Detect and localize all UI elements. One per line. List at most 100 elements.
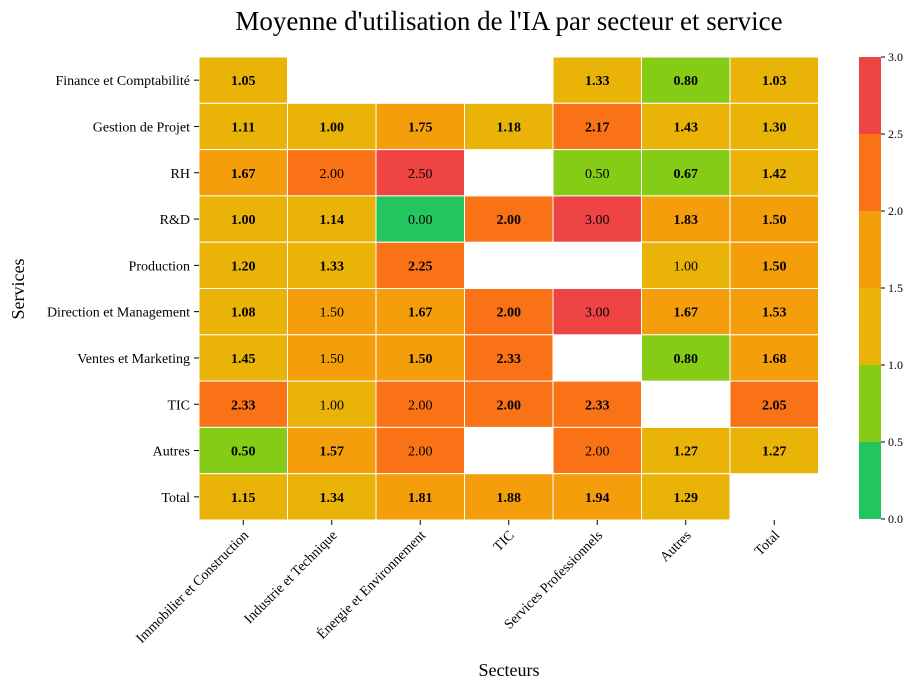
heatmap-cell — [464, 195, 554, 243]
heatmap-cell — [641, 241, 731, 289]
cell-value-label: 1.50 — [320, 352, 345, 367]
heatmap-cell — [641, 426, 731, 475]
cell-value-label: 1.75 — [408, 120, 433, 135]
heatmap-cell — [552, 473, 642, 521]
heatmap-cell — [729, 102, 819, 151]
cell-value-label: 2.00 — [585, 445, 610, 460]
y-tick-label: Gestion de Projet — [93, 120, 190, 135]
cell-value-label: 1.67 — [231, 167, 256, 182]
heatmap-cell — [729, 288, 819, 336]
cell-value-label: 1.33 — [320, 259, 345, 274]
x-tick-label: TIC — [491, 528, 518, 555]
cell-value-label: 2.00 — [408, 398, 433, 413]
x-tick-label: Industrie et Technique — [242, 528, 341, 627]
colorbar-segment — [859, 442, 881, 519]
heatmap-cell — [641, 195, 731, 243]
cell-value-label: 1.68 — [762, 352, 787, 367]
x-tick-label: Autres — [658, 528, 695, 565]
heatmap-cell — [198, 241, 288, 289]
cell-value-label: 1.50 — [320, 306, 345, 321]
heatmap-cell — [375, 426, 465, 475]
heatmap-cell — [198, 334, 288, 382]
cell-value-label: 1.03 — [762, 74, 787, 89]
heatmap-cell — [464, 380, 554, 428]
cell-value-label: 1.08 — [231, 306, 256, 321]
colorbar-segment — [859, 288, 881, 365]
x-tick-label: Services Professionnels — [502, 528, 606, 632]
heatmap-cell — [287, 473, 377, 521]
heatmap-cell — [287, 288, 377, 336]
heatmap-cell — [375, 149, 465, 197]
heatmap-cell — [198, 380, 288, 428]
cell-value-label: 1.81 — [408, 491, 433, 506]
cell-value-label: 1.05 — [231, 74, 256, 89]
cell-value-label: 2.05 — [762, 398, 787, 413]
heatmap-cell — [729, 334, 819, 382]
cell-value-label: 1.14 — [320, 213, 345, 228]
cell-value-label: 1.33 — [585, 74, 610, 89]
cell-value-label: 1.83 — [674, 213, 699, 228]
cell-value-label: 2.25 — [408, 259, 433, 274]
chart-title: Moyenne d'utilisation de l'IA par secteu… — [235, 6, 782, 36]
cell-value-label: 1.00 — [674, 259, 699, 274]
cell-value-label: 1.27 — [674, 445, 699, 460]
heatmap-cell — [375, 195, 465, 243]
y-tick-label: Production — [129, 259, 190, 274]
y-tick-label: Autres — [153, 445, 190, 460]
cell-value-label: 2.00 — [497, 213, 522, 228]
heatmap-cell — [198, 426, 288, 475]
heatmap-cell — [729, 56, 819, 104]
colorbar-tick-label: 2.0 — [888, 204, 903, 218]
heatmap-cell — [552, 56, 642, 104]
cell-value-label: 1.94 — [585, 491, 610, 506]
heatmap-cell — [198, 473, 288, 521]
cell-value-label: 2.00 — [497, 398, 522, 413]
heatmap-cell — [375, 380, 465, 428]
colorbar-segment — [859, 134, 881, 211]
heatmap-cell — [552, 380, 642, 428]
heatmap-cell — [729, 380, 819, 428]
y-tick-label: Ventes et Marketing — [77, 352, 190, 367]
cell-value-label: 2.33 — [497, 352, 522, 367]
cell-value-label: 0.80 — [674, 74, 699, 89]
cell-value-label: 1.67 — [408, 306, 433, 321]
cell-value-label: 0.00 — [408, 213, 433, 228]
colorbar-tick-label: 3.0 — [888, 50, 903, 64]
cell-value-label: 1.45 — [231, 352, 256, 367]
cell-value-label: 1.50 — [762, 259, 787, 274]
colorbar: 0.0 0.5 1.0 1.5 2.0 2.5 3.0 — [859, 50, 903, 526]
cell-value-label: 1.43 — [674, 120, 699, 135]
cell-value-label: 1.20 — [231, 259, 256, 274]
colorbar-tick-label: 1.5 — [888, 281, 903, 295]
colorbar-tick-label: 2.5 — [888, 127, 903, 141]
cell-value-label: 3.00 — [585, 306, 610, 321]
heatmap-cell — [287, 195, 377, 243]
cell-value-label: 1.18 — [497, 120, 522, 135]
heatmap-cell — [729, 241, 819, 289]
y-tick-label: Finance et Comptabilité — [55, 74, 190, 89]
cell-value-label: 1.15 — [231, 491, 256, 506]
cell-value-label: 0.50 — [231, 445, 256, 460]
heatmap-cell — [287, 426, 377, 475]
heatmap-cell — [641, 334, 731, 382]
heatmap-cell — [641, 102, 731, 151]
heatmap-cell — [464, 334, 554, 382]
heatmap-cell — [729, 195, 819, 243]
cell-value-label: 2.33 — [231, 398, 256, 413]
y-tick-labels: Finance et Comptabilité Gestion de Projet… — [47, 74, 199, 506]
colorbar-segment — [859, 211, 881, 288]
heatmap-cell — [641, 149, 731, 197]
cell-value-label: 2.17 — [585, 120, 610, 135]
x-tick-label: Immobilier et Construction — [134, 528, 252, 646]
y-axis-label: Services — [8, 259, 28, 320]
x-axis-label: Secteurs — [479, 660, 540, 680]
y-tick-label: TIC — [167, 398, 190, 413]
cell-value-label: 2.00 — [408, 445, 433, 460]
cell-value-label: 1.53 — [762, 306, 787, 321]
cell-value-label: 1.42 — [762, 167, 787, 182]
y-tick-label: Direction et Management — [47, 306, 190, 321]
cell-value-label: 1.27 — [762, 445, 787, 460]
cell-value-label: 2.50 — [408, 167, 433, 182]
